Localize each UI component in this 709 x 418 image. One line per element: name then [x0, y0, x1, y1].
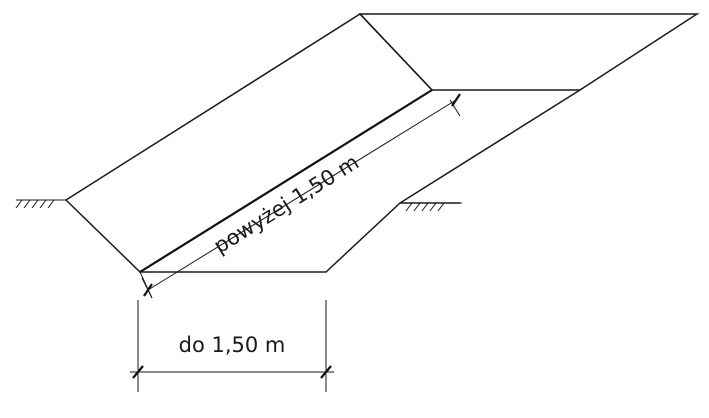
slope-length-label: powyżej 1,50 m: [209, 150, 363, 258]
slope-length-dimension: [139, 93, 461, 299]
depth-label: do 1,50 m: [179, 333, 286, 357]
top-soil-surface: [358, 13, 700, 91]
ground-surface-symbol-left: [15, 199, 66, 209]
depth-dimension: [130, 300, 334, 392]
trench-upper-wall: [399, 89, 581, 204]
ground-surface-symbol-right: [400, 202, 462, 212]
slope-edge-line: [139, 89, 433, 273]
trench-profile: [140, 202, 460, 273]
